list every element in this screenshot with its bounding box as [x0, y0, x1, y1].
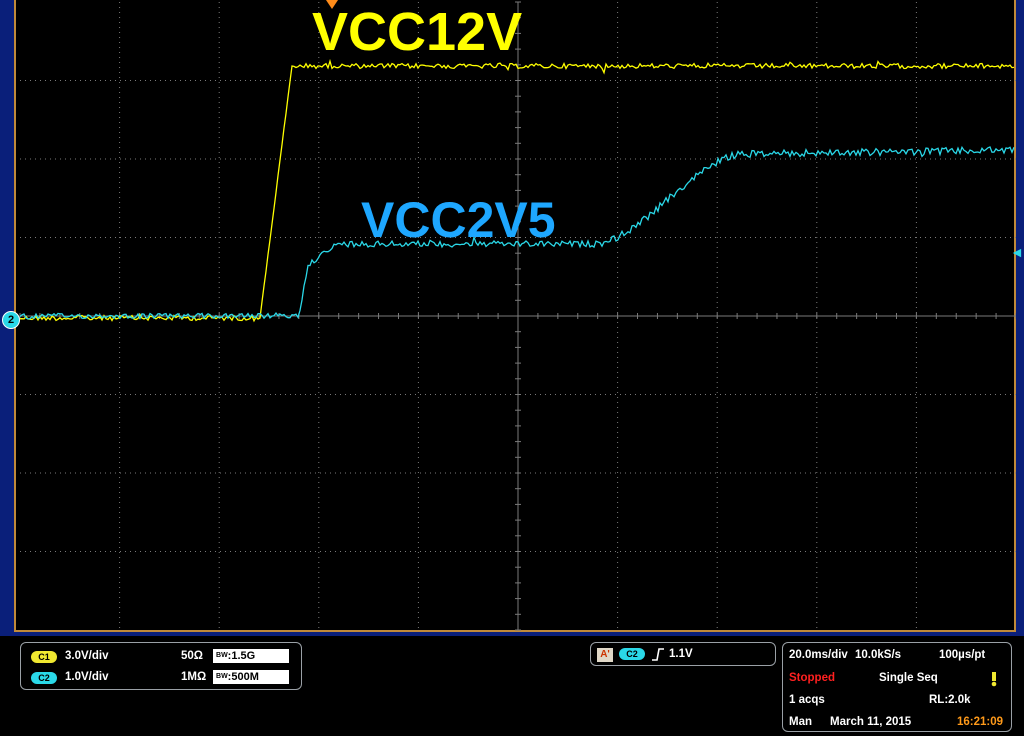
acq-mode: Single Seq: [879, 672, 938, 684]
ch2-ground-marker[interactable]: 2: [2, 311, 20, 329]
sample-rate: 10.0kS/s: [855, 649, 902, 661]
acq-state: Stopped: [789, 672, 835, 684]
trigger-mode: Man: [789, 716, 812, 728]
channel-settings-panel[interactable]: C1 3.0V/div 50Ω BW:1.5G C2 1.0V/div 1MΩ …: [20, 642, 302, 690]
time: 16:21:09: [957, 716, 1004, 728]
rising-edge-icon: [652, 648, 664, 661]
ch2-waveform: [19, 145, 1015, 320]
acquisition-panel[interactable]: 20.0ms/div 10.0kS/s 100µs/pt Stopped Sin…: [782, 642, 1012, 732]
trigger-level: 1.1V: [669, 648, 693, 660]
ch1-bandwidth: BW:1.5G: [213, 649, 289, 663]
ch1-scale: 3.0V/div: [65, 650, 109, 662]
trigger-source-chip: C2: [619, 648, 645, 660]
waveform-display: VCC12V VCC2V5 ◄: [14, 0, 1024, 632]
ch1-trace-label: VCC12V: [312, 2, 523, 62]
ch2-trace-label: VCC2V5: [361, 192, 556, 248]
trigger-position-icon: [326, 0, 338, 9]
status-bar: C1 3.0V/div 50Ω BW:1.5G C2 1.0V/div 1MΩ …: [0, 636, 1024, 736]
trigger-mode-badge: A': [597, 648, 613, 662]
date: March 11, 2015: [830, 716, 912, 728]
graticule: [19, 1, 1016, 631]
ch2-coupling: 1MΩ: [181, 671, 207, 683]
trigger-panel[interactable]: A' C2 1.1V: [590, 642, 776, 666]
acq-count: 1 acqs: [789, 694, 825, 706]
ch1-waveform: [19, 58, 1015, 323]
ch2-chip[interactable]: C2: [31, 672, 57, 684]
record-length: RL:2.0k: [929, 694, 971, 706]
timebase: 20.0ms/div: [789, 649, 848, 661]
trigger-status-icon: [991, 672, 997, 687]
ch2-bandwidth: BW:500M: [213, 670, 289, 684]
resolution: 100µs/pt: [939, 649, 986, 661]
trigger-level-icon: ◄: [1010, 244, 1024, 260]
ch2-scale: 1.0V/div: [65, 671, 109, 683]
ch1-chip[interactable]: C1: [31, 651, 57, 663]
ch1-coupling: 50Ω: [181, 650, 204, 662]
